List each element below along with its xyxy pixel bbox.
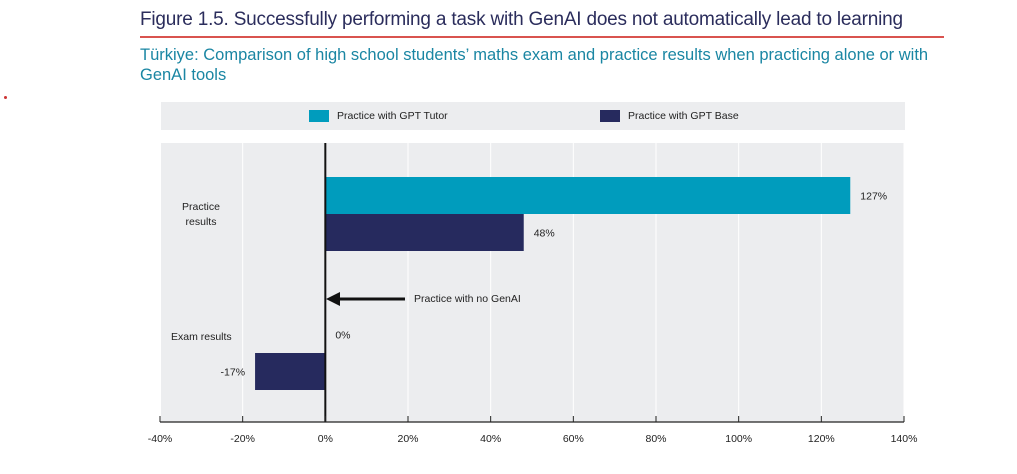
legend-swatch-base (600, 110, 620, 122)
annotation-no-genai: Practice with no GenAI (326, 292, 521, 306)
bar-base-exam (255, 353, 326, 390)
legend-swatch-tutor (309, 110, 329, 122)
annotation-label: Practice with no GenAI (414, 293, 521, 305)
x-tick-label: 140% (891, 433, 918, 445)
x-tick-label: 120% (808, 433, 835, 445)
data-label: -17% (221, 367, 246, 379)
red-dot-mark (4, 96, 7, 99)
x-tick-label: -40% (148, 433, 173, 445)
data-label: 0% (335, 330, 350, 342)
x-tick-label: -20% (230, 433, 255, 445)
x-tick-label: 40% (480, 433, 501, 445)
x-tick-label: 20% (397, 433, 418, 445)
data-label: 127% (860, 191, 887, 203)
annotation-arrow-head (326, 292, 340, 306)
x-tick-label: 100% (725, 433, 752, 445)
category-label-practice: Practice results (182, 201, 220, 228)
legend-background (161, 102, 905, 130)
x-tick-label: 0% (318, 433, 333, 445)
x-tick-label: 60% (563, 433, 584, 445)
title-underline (140, 36, 944, 38)
bar-tutor-practice (325, 177, 851, 214)
figure-title: Figure 1.5. Successfully performing a ta… (140, 9, 903, 30)
legend-label-base: Practice with GPT Base (628, 110, 739, 122)
legend-label-tutor: Practice with GPT Tutor (337, 110, 448, 122)
bar-base-practice (325, 214, 524, 251)
category-label-exam: Exam results (171, 331, 232, 343)
x-tick-label: 80% (645, 433, 666, 445)
figure-subtitle: Türkiye: Comparison of high school stude… (140, 46, 929, 84)
data-label: 48% (534, 228, 555, 240)
